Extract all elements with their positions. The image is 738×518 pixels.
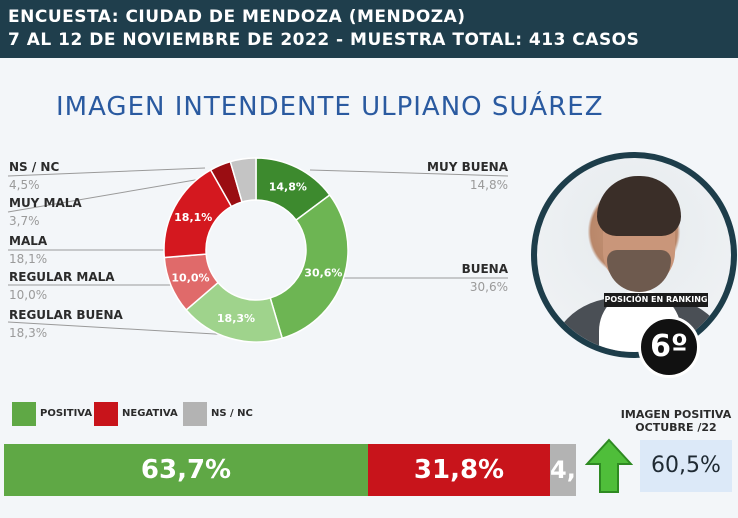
legend-swatch-positiva: [12, 402, 36, 426]
legend-value-muy-buena: 14,8%: [469, 178, 508, 192]
summary-bar-positiva: 63,7%: [4, 444, 368, 496]
legend-swatch-negativa: [94, 402, 118, 426]
survey-subtitle: 7 AL 12 DE NOVIEMBRE DE 2022 - MUESTRA T…: [8, 30, 640, 50]
legend-value-muy-mala: 3,7%: [9, 214, 40, 228]
legend-label-nsnc: NS / NC: [9, 160, 60, 174]
donut-slice-buena: [269, 193, 349, 340]
leader-line-regular-buena: [7, 321, 233, 336]
donut-chart: 14,8% 30,6% 18,3% 10,0% 18,1%: [163, 157, 349, 343]
summary-bar-negativa: 31,8%: [368, 444, 550, 496]
legend-label-positiva: POSITIVA: [40, 408, 93, 419]
leader-line-nsnc: [7, 167, 206, 177]
legend-label-buena: BUENA: [461, 262, 508, 276]
photo-hair: [597, 176, 681, 236]
ranking-badge: 6º: [638, 316, 700, 378]
legend-value-buena: 30,6%: [469, 280, 508, 294]
leader-line-muy-mala: [7, 173, 231, 213]
photo-beard: [607, 250, 671, 292]
previous-image-title: IMAGEN POSITIVA OCTUBRE /22: [620, 408, 732, 434]
header-bar: ENCUESTA: CIUDAD DE MENDOZA (MENDOZA) 7 …: [0, 0, 738, 58]
legend-label-negativa: NEGATIVA: [122, 408, 178, 419]
donut-label-regular-mala: 10,0%: [171, 271, 209, 284]
survey-title: ENCUESTA: CIUDAD DE MENDOZA (MENDOZA): [8, 7, 466, 27]
mayor-photo: [531, 152, 737, 358]
legend-value-nsnc: 4,5%: [9, 178, 40, 192]
legend-value-regular-buena: 18,3%: [9, 326, 48, 340]
donut-label-muy-buena: 14,8%: [269, 181, 307, 194]
legend-label-muy-buena: MUY BUENA: [427, 160, 508, 174]
legend-swatch-nsnc: [183, 402, 207, 426]
legend-value-regular-mala: 10,0%: [9, 288, 48, 302]
donut-label-regular-buena: 18,3%: [217, 312, 255, 325]
leader-line-muy-buena: [309, 169, 509, 177]
legend-label-muy-mala: MUY MALA: [9, 196, 82, 210]
donut-label-mala: 18,1%: [174, 211, 212, 224]
previous-image-value: 60,5%: [640, 440, 732, 492]
legend-label-regular-buena: REGULAR BUENA: [9, 308, 123, 322]
legend-label-mala: MALA: [9, 234, 48, 248]
legend-label-nsnc-summary: NS / NC: [211, 408, 253, 419]
donut-label-buena: 30,6%: [304, 266, 342, 279]
summary-bar-nsnc: 4,5%: [550, 444, 576, 496]
up-arrow-icon: [585, 438, 633, 493]
legend-value-mala: 18,1%: [9, 252, 48, 266]
ranking-label: POSICIÓN EN RANKING: [604, 293, 708, 307]
chart-title: IMAGEN INTENDENTE ULPIANO SUÁREZ: [56, 92, 604, 122]
legend-label-regular-mala: REGULAR MALA: [9, 270, 115, 284]
donut-slice-ns-nc: [229, 157, 257, 203]
